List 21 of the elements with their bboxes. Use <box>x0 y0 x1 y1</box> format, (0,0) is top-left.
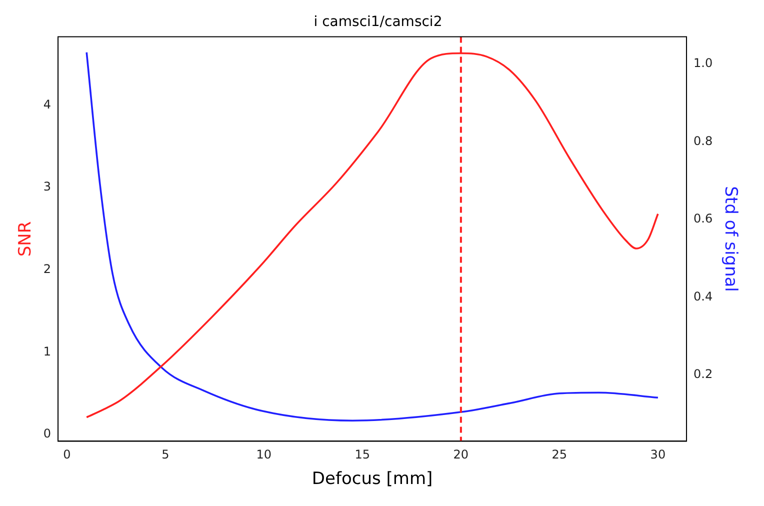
x-tick-label: 0 <box>63 448 71 462</box>
y2-tick-label: 1.0 <box>694 56 713 70</box>
x-tick-label: 10 <box>256 448 272 462</box>
x-tick-label: 5 <box>162 448 170 462</box>
chart-title: i camsci1/camsci2 <box>314 14 442 30</box>
x-tick-label: 30 <box>650 448 666 462</box>
y-tick-label: 1 <box>43 344 52 358</box>
x-axis-title: Defocus [mm] <box>312 469 433 490</box>
y-axis-title: SNR <box>16 221 36 257</box>
y2-tick-label: 0.2 <box>694 367 713 382</box>
y2-tick-label: 0.6 <box>694 212 713 226</box>
y2-axis-title: Std of signal <box>720 186 740 292</box>
x-tick-label: 25 <box>552 448 568 462</box>
y2-tick-label: 0.4 <box>694 289 713 304</box>
x-tick-label: 20 <box>453 448 469 462</box>
y-tick-label: 3 <box>43 180 52 194</box>
y-tick-label: 2 <box>43 262 52 276</box>
y-tick-label: 0 <box>43 426 52 441</box>
x-tick-label: 15 <box>354 448 370 462</box>
y-tick-label: 4 <box>43 97 52 112</box>
y2-tick-label: 0.8 <box>694 134 713 148</box>
